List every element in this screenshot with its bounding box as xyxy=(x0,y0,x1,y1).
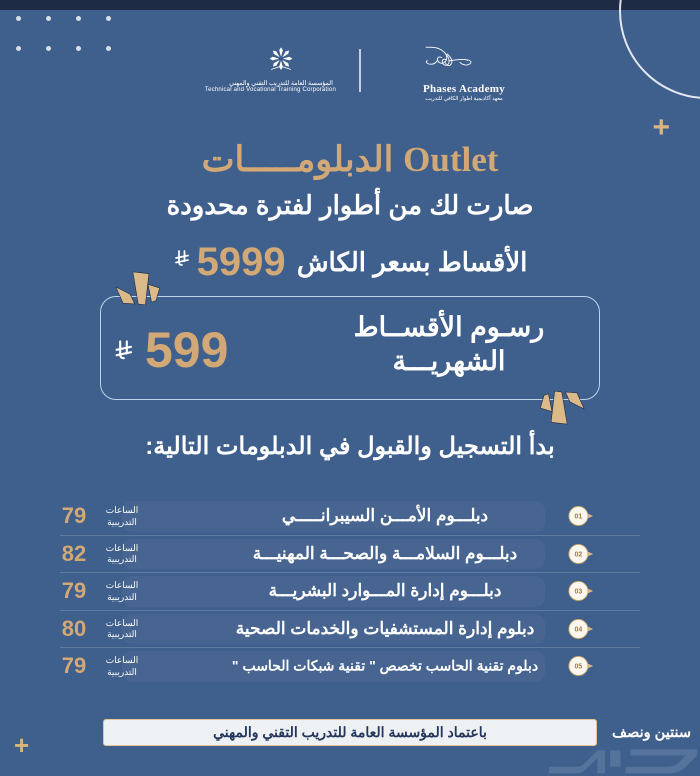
svg-text:02: 02 xyxy=(575,551,583,558)
svg-text:04: 04 xyxy=(575,626,583,633)
svg-text:03: 03 xyxy=(575,589,583,596)
svg-text:01: 01 xyxy=(575,514,583,521)
svg-text:05: 05 xyxy=(575,664,583,671)
